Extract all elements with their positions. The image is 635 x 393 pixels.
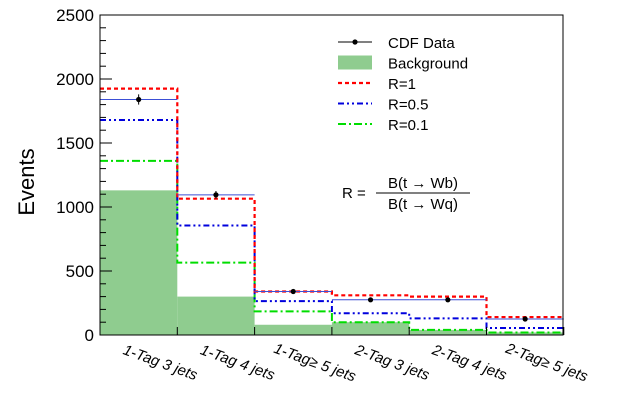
x-category-label-4: 2-Tag 3 jets bbox=[352, 341, 432, 384]
background-bar-2 bbox=[177, 296, 255, 335]
background-bars bbox=[100, 190, 564, 335]
legend-dot-cdf-data bbox=[352, 39, 358, 45]
background-bar-1 bbox=[100, 190, 178, 335]
background-bar-4 bbox=[331, 322, 410, 335]
legend-label-3: R=1 bbox=[388, 76, 416, 93]
y-tick-label: 1000 bbox=[56, 198, 94, 217]
data-point-5 bbox=[445, 297, 451, 303]
y-tick-label: 2000 bbox=[56, 70, 94, 89]
cdf-data-points bbox=[100, 94, 564, 322]
data-point-4 bbox=[367, 297, 374, 303]
x-category-label-3: 1-Tag≥ 5 jets bbox=[271, 340, 358, 386]
data-point-6 bbox=[522, 316, 528, 322]
y-tick-label: 500 bbox=[66, 262, 94, 281]
data-point-3 bbox=[290, 288, 296, 295]
y-tick-label: 0 bbox=[85, 326, 94, 345]
x-category-label-6: 2-Tag≥ 5 jets bbox=[502, 340, 590, 386]
legend-marker-background bbox=[338, 55, 372, 70]
legend-label-2: Background bbox=[388, 56, 468, 73]
ratio-annotation: R = B(t → Wb) B(t → Wq) bbox=[342, 175, 470, 213]
x-category-label-2: 1-Tag 4 jets bbox=[198, 341, 277, 384]
background-bar-6 bbox=[486, 332, 564, 335]
legend-label-5: R=0.1 bbox=[388, 117, 428, 134]
y-tick-label: 2500 bbox=[56, 6, 94, 25]
data-point-1 bbox=[136, 96, 142, 103]
legend-label-1: CDF Data bbox=[388, 35, 455, 52]
y-tick-label: 1500 bbox=[56, 134, 94, 153]
ratio-numerator: B(t → Wb) bbox=[388, 175, 458, 192]
curve-r-0.5 bbox=[100, 118, 564, 329]
x-category-label-1: 1-Tag 3 jets bbox=[121, 341, 200, 384]
legend-label-4: R=0.5 bbox=[388, 97, 428, 114]
legend: CDF Data Background R=1 R=0.5 R=0.1 bbox=[338, 35, 468, 134]
y-axis-label: Events bbox=[14, 148, 39, 215]
background-bar-3 bbox=[254, 324, 332, 335]
y-axis: 0 500 1000 1500 2000 2500 bbox=[56, 6, 112, 345]
ratio-lhs: R = bbox=[342, 185, 366, 202]
data-point-2 bbox=[213, 192, 219, 198]
x-category-label-5: 2-Tag 4 jets bbox=[429, 341, 509, 384]
background-bar-5 bbox=[409, 329, 487, 335]
ratio-denominator: B(t → Wq) bbox=[388, 196, 458, 213]
